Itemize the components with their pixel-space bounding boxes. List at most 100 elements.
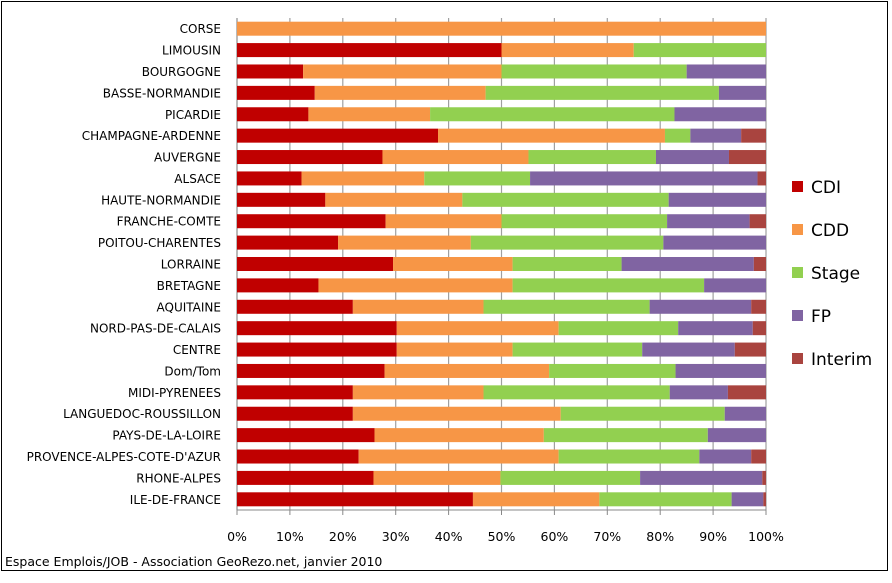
bar-segment-fp	[640, 470, 763, 485]
bar-segment-stage	[549, 363, 676, 378]
bar-segment-interim	[749, 214, 766, 229]
category-label: LORRAINE	[161, 258, 221, 272]
bar-segment-cdd	[352, 406, 561, 421]
x-tick-label: 20%	[329, 529, 357, 544]
chart-frame	[1, 1, 888, 571]
bar-segment-cdi	[237, 171, 302, 186]
bar-segment-cdi	[237, 150, 383, 165]
bar-segment-cdd	[303, 64, 502, 79]
legend-swatch-interim	[792, 353, 803, 364]
bar-segment-cdd	[358, 449, 559, 464]
bar-segment-stage	[485, 85, 719, 100]
category-label: ILE-DE-FRANCE	[130, 493, 221, 507]
bar-segment-cdi	[237, 278, 319, 293]
bar-segment-interim	[752, 321, 766, 336]
legend-label: CDI	[811, 178, 841, 198]
bar-segment-interim	[753, 257, 766, 271]
bar-segment-stage	[462, 192, 669, 207]
legend-label: CDD	[811, 221, 849, 241]
legend-label: FP	[811, 307, 831, 327]
legend-label: Stage	[811, 264, 860, 284]
bar-segment-cdd	[352, 385, 484, 400]
bar-segment-cdi	[237, 192, 326, 207]
bar-segment-cdd	[438, 128, 665, 143]
bar-segment-interim	[751, 299, 766, 314]
bar-segment-fp	[707, 428, 766, 443]
bar-segment-cdd	[396, 342, 513, 357]
x-tick-label: 90%	[699, 529, 727, 544]
bar-segment-fp	[530, 171, 758, 186]
bar-segment-cdd	[393, 257, 513, 271]
bar-segment-stage	[543, 428, 708, 443]
bar-segment-cdd	[385, 214, 502, 229]
bar-segment-cdi	[237, 470, 374, 485]
source-caption: Espace Emplois/JOB - Association GeoRezo…	[5, 554, 383, 569]
bar-segment-fp	[669, 385, 728, 400]
bar-segment-stage	[558, 321, 679, 336]
bar-segment-cdi	[237, 85, 315, 100]
bar-segment-fp	[621, 257, 754, 271]
category-label: FRANCHE-COMTE	[117, 215, 221, 229]
bar-segment-cdi	[237, 342, 397, 357]
x-tick-label: 80%	[646, 529, 674, 544]
bar-segment-stage	[560, 406, 725, 421]
bar-segment-fp	[699, 449, 752, 464]
category-label: HAUTE-NORMANDIE	[101, 193, 221, 207]
bar-segment-fp	[642, 342, 735, 357]
bar-segment-stage	[501, 214, 668, 229]
bar-segment-cdd	[373, 470, 501, 485]
bar-segment-cdd	[472, 492, 600, 507]
x-tick-label: 40%	[435, 529, 463, 544]
category-label: NORD-PAS-DE-CALAIS	[90, 322, 221, 336]
category-label: RHONE-ALPES	[136, 471, 221, 485]
bar-segment-stage	[599, 492, 732, 507]
category-label: CENTRE	[173, 343, 221, 357]
bar-segment-interim	[757, 171, 766, 186]
category-label: PICARDIE	[165, 108, 221, 122]
bar-segment-cdi	[237, 64, 304, 79]
legend-label: Interim	[811, 350, 872, 370]
bar-segment-cdi	[237, 385, 353, 400]
bar-segment-cdi	[237, 257, 394, 271]
bar-segment-cdd	[501, 43, 634, 58]
bar-segment-fp	[655, 150, 729, 165]
bar-segment-cdd	[308, 107, 431, 122]
bar-segment-stage	[500, 470, 641, 485]
bar-segment-stage	[424, 171, 531, 186]
bar-segment-fp	[718, 85, 766, 100]
x-tick-label: 30%	[382, 529, 410, 544]
bar-segment-stage	[470, 235, 664, 250]
bar-segment-stage	[483, 385, 670, 400]
bar-segment-fp	[674, 107, 766, 122]
bar-segment-interim	[728, 150, 766, 165]
bar-segment-fp	[649, 299, 752, 314]
bar-segment-stage	[483, 299, 650, 314]
bar-segment-interim	[751, 449, 766, 464]
bar-segment-cdi	[237, 428, 375, 443]
bar-segment-fp	[678, 321, 753, 336]
category-label: AQUITAINE	[157, 300, 221, 314]
bar-segment-interim	[762, 470, 766, 485]
category-label: PROVENCE-ALPES-COTE-D'AZUR	[27, 450, 221, 464]
category-label: LANGUEDOC-ROUSSILLON	[63, 407, 221, 421]
category-label: BOURGOGNE	[142, 65, 221, 79]
bar-segment-stage	[512, 257, 622, 271]
bar-segment-interim	[763, 492, 766, 507]
bar-segment-fp	[690, 128, 742, 143]
bar-segment-fp	[663, 235, 766, 250]
legend-swatch-stage	[792, 267, 803, 278]
bar-segment-fp	[668, 192, 766, 207]
x-tick-label: 0%	[227, 529, 247, 544]
bar-segment-fp	[704, 278, 766, 293]
bar-segment-fp	[667, 214, 750, 229]
bar-segment-fp	[724, 406, 766, 421]
category-label: PAYS-DE-LA-LOIRE	[112, 429, 221, 443]
bar-segment-cdd	[338, 235, 471, 250]
bar-segment-cdi	[237, 214, 386, 229]
bar-segment-stage	[512, 278, 705, 293]
bar-segment-stage	[430, 107, 675, 122]
bar-segment-fp	[675, 363, 766, 378]
bar-segment-cdd	[374, 428, 544, 443]
bar-segment-cdi	[237, 235, 339, 250]
